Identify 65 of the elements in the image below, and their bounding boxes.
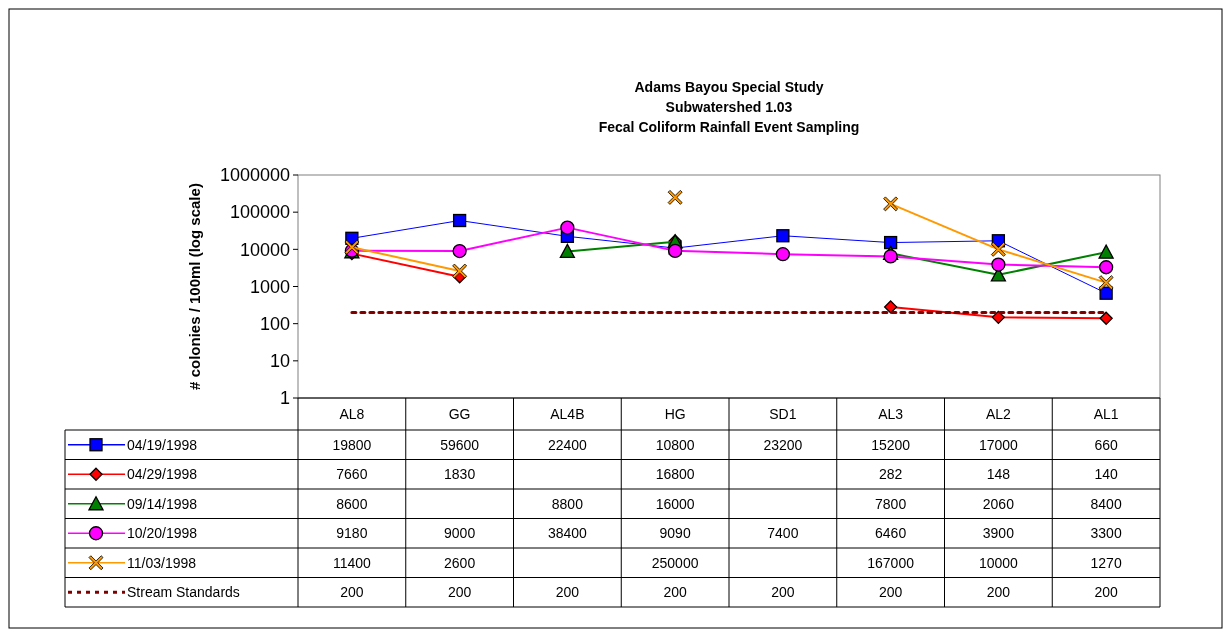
data-label: 250000 bbox=[651, 554, 699, 571]
y-tick-label: 10 bbox=[269, 351, 290, 372]
data-label: 11400 bbox=[332, 554, 372, 571]
x-tick-label: AL8 bbox=[339, 405, 365, 422]
data-label: 22400 bbox=[547, 436, 588, 453]
data-label: 17000 bbox=[978, 436, 1019, 453]
data-label: 7660 bbox=[336, 466, 368, 483]
data-label: 148 bbox=[986, 466, 1011, 483]
data-label: 200 bbox=[447, 584, 472, 601]
y-axis-title: # colonies / 100ml (log scale) bbox=[186, 183, 203, 390]
data-label: 10000 bbox=[978, 554, 1019, 571]
data-label: 8600 bbox=[336, 495, 368, 512]
data-label: 1830 bbox=[444, 466, 476, 483]
data-label: 282 bbox=[878, 466, 903, 483]
legend-label: 04/29/1998 bbox=[127, 466, 198, 483]
legend-label: 10/20/1998 bbox=[127, 525, 198, 542]
data-label: 23200 bbox=[763, 436, 803, 453]
x-tick-label: AL4B bbox=[550, 405, 585, 422]
data-label: 16000 bbox=[655, 495, 695, 512]
data-label: 6460 bbox=[875, 525, 907, 542]
x-tick-label: AL2 bbox=[985, 405, 1012, 422]
data-label: 200 bbox=[878, 584, 903, 601]
data-label: 2060 bbox=[982, 495, 1015, 512]
data-label: 9180 bbox=[336, 525, 368, 542]
data-label: 660 bbox=[1094, 436, 1119, 453]
y-tick-label: 1 bbox=[279, 388, 290, 409]
data-label: 7800 bbox=[875, 495, 907, 512]
data-label: 9090 bbox=[659, 525, 691, 542]
y-tick-label: 1000 bbox=[249, 276, 290, 297]
y-tick-label: 10000 bbox=[239, 239, 290, 260]
x-tick-label: AL1 bbox=[1093, 405, 1119, 422]
data-label: 9000 bbox=[444, 525, 476, 542]
data-label: 200 bbox=[1094, 584, 1119, 601]
data-label: 200 bbox=[555, 584, 580, 601]
data-label: 3900 bbox=[982, 525, 1015, 542]
y-tick-label: 100 bbox=[259, 313, 290, 334]
chart-title: Adams Bayou Special Study Subwatershed 1.03 Fecal Coliform Rainfall Event Sampling bbox=[598, 79, 860, 135]
data-label: 16800 bbox=[655, 466, 695, 483]
x-tick-label: GG bbox=[448, 405, 471, 422]
legend-label: 09/14/1998 bbox=[127, 495, 198, 512]
data-label: 1270 bbox=[1090, 554, 1122, 571]
data-label: 200 bbox=[986, 584, 1011, 601]
legend-label: 04/19/1998 bbox=[127, 436, 198, 453]
data-label: 8400 bbox=[1090, 495, 1122, 512]
data-label: 10800 bbox=[655, 436, 695, 453]
y-tick-label: 1000000 bbox=[219, 165, 290, 186]
data-label: 7400 bbox=[767, 525, 799, 542]
x-tick-label: SD1 bbox=[769, 405, 797, 422]
data-label: 15200 bbox=[871, 436, 911, 453]
legend-label: 11/03/1998 bbox=[127, 554, 197, 571]
data-label: 19800 bbox=[332, 436, 372, 453]
data-label: 200 bbox=[340, 584, 364, 601]
data-label: 140 bbox=[1094, 466, 1119, 483]
data-label: 38400 bbox=[547, 525, 588, 542]
data-label: 200 bbox=[771, 584, 795, 601]
x-tick-label: HG bbox=[664, 405, 686, 422]
data-label: 8800 bbox=[551, 495, 584, 512]
data-label: 167000 bbox=[867, 554, 915, 571]
x-tick-label: AL3 bbox=[878, 405, 904, 422]
data-label: 200 bbox=[663, 584, 688, 601]
data-label: 59600 bbox=[440, 436, 480, 453]
legend-label: Stream Standards bbox=[127, 584, 240, 601]
data-label: 3300 bbox=[1090, 525, 1122, 542]
data-label: 2600 bbox=[444, 554, 476, 571]
y-tick-label: 100000 bbox=[229, 202, 290, 223]
